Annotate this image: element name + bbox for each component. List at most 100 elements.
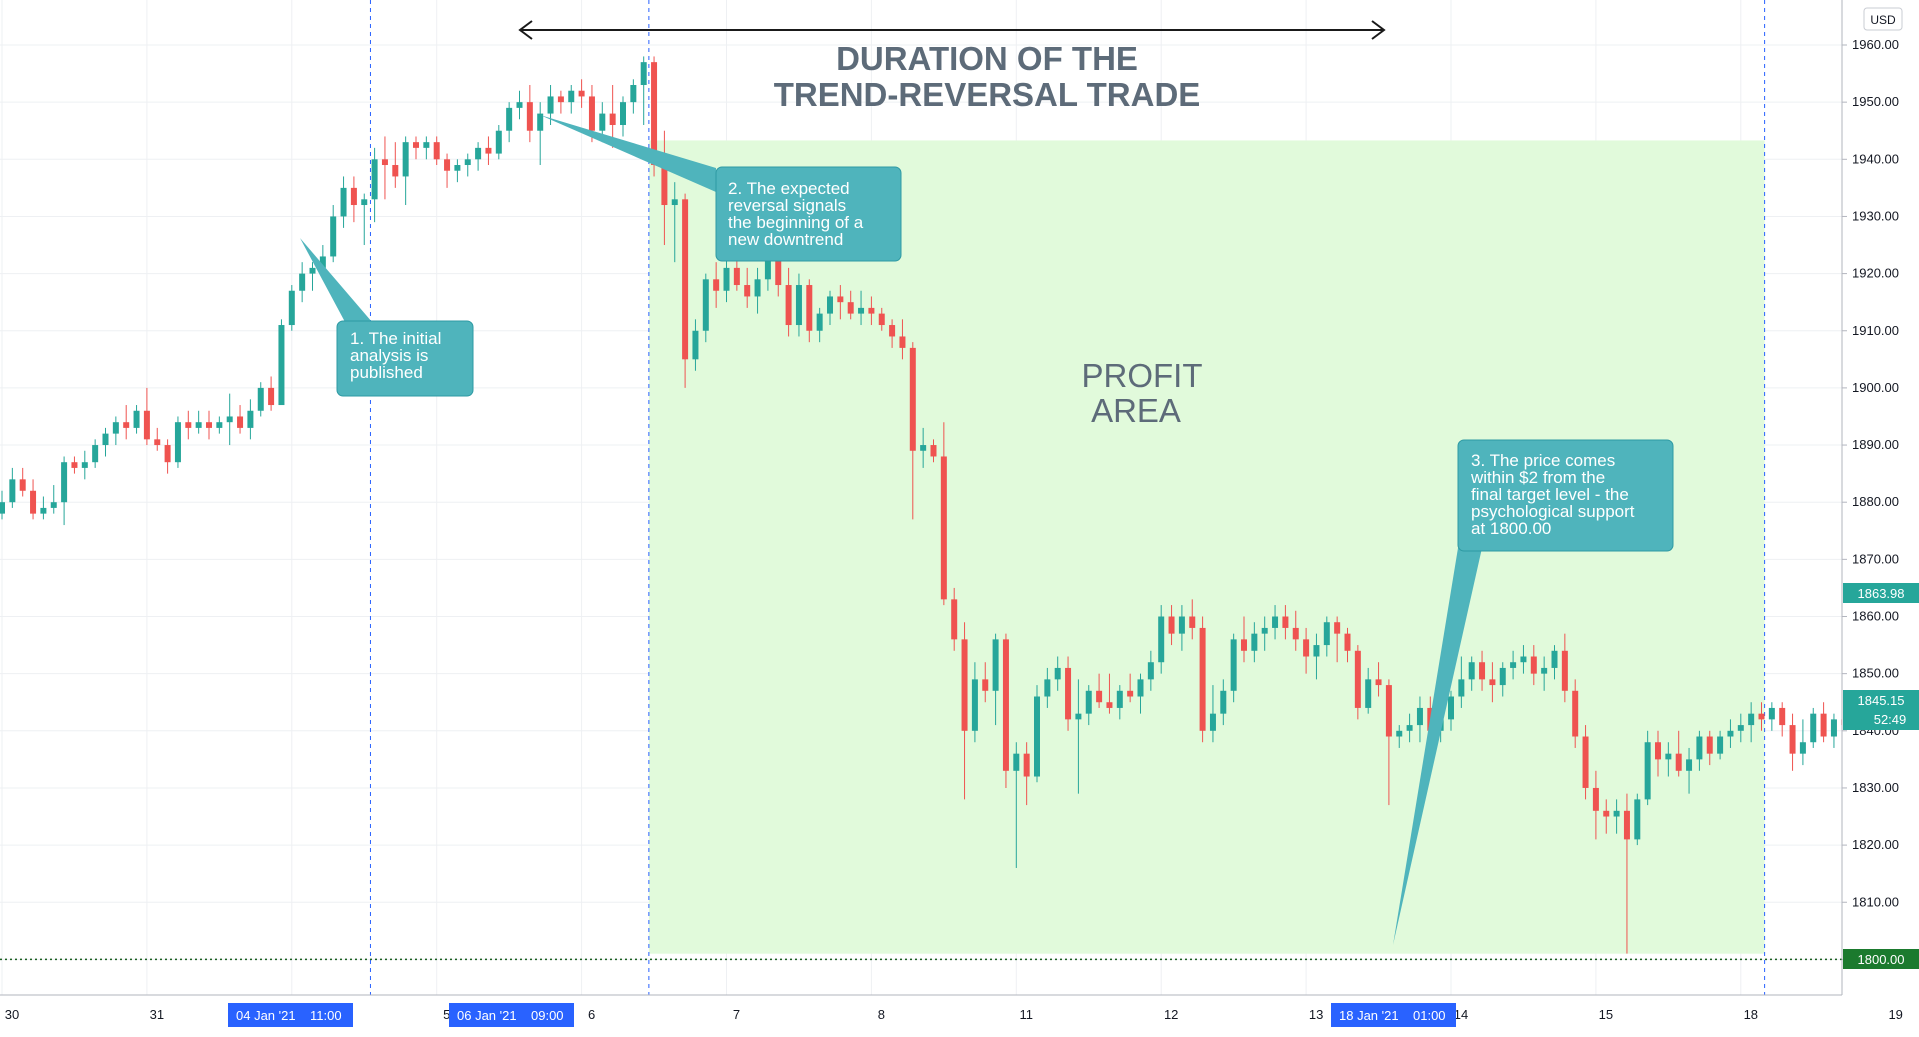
candle-body <box>1655 742 1661 760</box>
candle-body <box>992 639 999 691</box>
candle-body <box>1717 736 1724 754</box>
candle-body <box>1479 662 1486 680</box>
candle-body <box>795 285 802 326</box>
time-tick-label: 12 <box>1164 1007 1178 1022</box>
candle-body <box>640 62 647 86</box>
candle-body <box>1241 639 1247 651</box>
candle-body <box>30 490 37 514</box>
profit-area-label-line-2: AREA <box>1091 392 1181 429</box>
price-tick-label: 1810.00 <box>1852 894 1899 909</box>
time-tick-label: 14 <box>1454 1007 1468 1022</box>
candle-body <box>920 445 927 451</box>
candle-body <box>495 130 502 154</box>
price-tick-layer: 1960.00 1950.00 1940.00 1930.00 1920.00 1910.… <box>1842 37 1899 966</box>
candle-body <box>847 302 854 314</box>
time-tick-label: 15 <box>1599 1007 1613 1022</box>
date-badge-1: 04 Jan '21 11:00 <box>228 1003 353 1027</box>
candle-body <box>858 307 865 314</box>
candle-body <box>133 410 140 428</box>
candle-body <box>1096 690 1103 703</box>
candle-body <box>71 462 78 468</box>
callout-3-line-5: at 1800.00 <box>1471 519 1551 538</box>
time-tick-label: 6 <box>588 1007 595 1022</box>
candle-body <box>827 296 833 314</box>
candle-body <box>702 279 709 331</box>
candle-body <box>1158 616 1165 663</box>
price-badge-secondary-text: 1845.15 <box>1858 693 1905 708</box>
candle-body <box>1013 753 1020 771</box>
candle-body <box>123 422 130 428</box>
candle-body <box>1178 616 1185 634</box>
callout-1-line-3: published <box>350 363 423 382</box>
candle-body <box>1572 690 1579 737</box>
candle-body <box>578 90 585 97</box>
candle-body <box>9 479 16 503</box>
candle-body <box>1582 736 1589 788</box>
candle-body <box>1034 696 1040 777</box>
candle-body <box>112 422 119 434</box>
candle-body <box>1799 742 1806 754</box>
candle-body <box>475 147 482 160</box>
price-axis[interactable]: 1960.00 1950.00 1940.00 1930.00 1920.00 1910.… <box>1841 0 1919 1032</box>
candle-body <box>174 422 181 463</box>
candle-body <box>299 273 306 291</box>
candle-body <box>661 165 668 206</box>
candle-body <box>1385 685 1392 737</box>
date-badge-2: 06 Jan '21 09:00 <box>449 1003 574 1027</box>
candle-body <box>516 102 523 108</box>
candle-body <box>1251 633 1258 651</box>
candle-body <box>878 313 885 326</box>
candle-body <box>1054 667 1061 680</box>
marker-layer <box>0 0 1842 995</box>
candle-body <box>330 216 337 257</box>
candle-body <box>1489 679 1496 686</box>
duration-title-line-2: TREND-REVERSAL TRADE <box>774 76 1201 113</box>
candle-body <box>1199 627 1206 731</box>
candle-body <box>1820 713 1827 737</box>
candle-body <box>982 679 989 691</box>
candle-body <box>278 325 285 406</box>
candle-body <box>164 445 171 463</box>
candle-body <box>744 285 751 297</box>
candle-body <box>1396 730 1403 737</box>
date-badge-3-date: 18 Jan '21 <box>1339 1008 1399 1023</box>
candle-body <box>1065 667 1072 720</box>
time-tick-label: 5 <box>443 1007 450 1022</box>
candle-body <box>526 102 533 131</box>
candle-body <box>392 165 399 177</box>
candle-body <box>1189 616 1196 628</box>
candle-body <box>61 462 68 503</box>
candle-body <box>1220 690 1227 714</box>
price-tick-label: 1900.00 <box>1852 380 1899 395</box>
candle-body <box>1830 719 1837 737</box>
currency-button[interactable]: USD <box>1863 7 1903 31</box>
candle-body <box>630 85 637 103</box>
candle-body <box>1344 633 1351 651</box>
price-badge-support-text: 1800.00 <box>1858 952 1905 967</box>
candle-body <box>889 325 896 337</box>
candle-body <box>1592 787 1599 811</box>
candle-body <box>1748 713 1755 726</box>
price-tick-label: 1890.00 <box>1852 437 1899 452</box>
candle-body <box>682 199 689 360</box>
candle-body <box>1448 696 1454 720</box>
candle-body <box>1375 679 1382 686</box>
candle-body <box>1406 725 1413 731</box>
candle-body <box>568 90 575 103</box>
candle-body <box>1230 639 1237 691</box>
candle-body <box>50 502 57 508</box>
candle-body <box>206 422 212 428</box>
candle-body <box>1292 627 1299 640</box>
date-badge-2-time: 09:00 <box>531 1008 564 1023</box>
candle-body <box>361 199 368 206</box>
callout-1-line-1: 1. The initial <box>350 329 441 348</box>
candle-body <box>775 239 782 286</box>
callout-3-line-1: 3. The price comes <box>1471 451 1615 470</box>
duration-arrow <box>518 20 1386 40</box>
candle-body <box>1644 742 1651 800</box>
candle-body <box>1603 810 1610 817</box>
candle-body <box>350 187 357 206</box>
time-tick-label: 8 <box>878 1007 885 1022</box>
